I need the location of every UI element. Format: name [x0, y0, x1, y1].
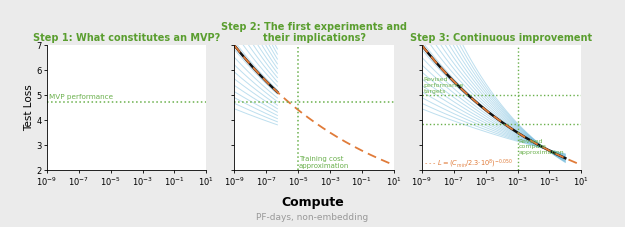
Text: Training cost
approximation: Training cost approximation [299, 156, 349, 169]
Text: PF-days, non-embedding: PF-days, non-embedding [256, 213, 369, 222]
Text: Revised
performance
targets: Revised performance targets [424, 77, 464, 94]
Text: Compute: Compute [281, 195, 344, 209]
Text: MVP performance: MVP performance [49, 94, 113, 100]
Title: Step 3: Continuous improvement: Step 3: Continuous improvement [411, 33, 592, 43]
Text: - - - $L = (C_{min}/2.3{\cdot}10^8)^{-0.050}$: - - - $L = (C_{min}/2.3{\cdot}10^8)^{-0.… [424, 157, 513, 170]
Title: Step 1: What constitutes an MVP?: Step 1: What constitutes an MVP? [33, 33, 220, 43]
Y-axis label: Test Loss: Test Loss [24, 84, 34, 131]
Text: Revised
compute
approximation: Revised compute approximation [519, 139, 564, 155]
Title: Step 2: The first experiments and
their implications?: Step 2: The first experiments and their … [221, 22, 407, 43]
